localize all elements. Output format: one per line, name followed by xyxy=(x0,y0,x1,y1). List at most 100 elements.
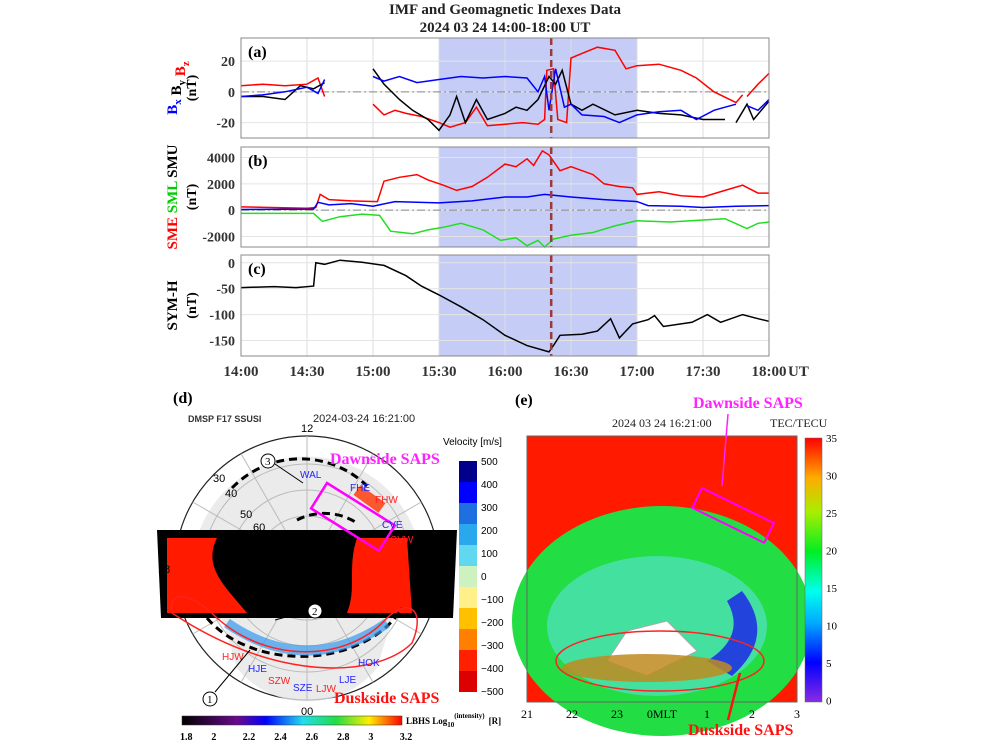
y-tick-label: 4000 xyxy=(207,152,235,167)
velocity-colorbar-tick: 0 xyxy=(481,572,487,583)
mlt-label: 18 xyxy=(158,564,170,576)
radar-station-label: HOK xyxy=(358,658,380,669)
tec-x-tick: 1 xyxy=(704,707,710,721)
mlt-label: 00 xyxy=(301,706,313,718)
mlt-label: 12 xyxy=(301,423,313,435)
dawnside-arrow xyxy=(721,413,729,487)
radar-station-label: WAL xyxy=(300,470,322,481)
series-line-smu xyxy=(240,193,770,211)
panel-label: (b) xyxy=(248,153,268,170)
tec-frame xyxy=(526,435,798,703)
panel-e-tec-map: (e) 2024 03 24 16:21:00 TEC/TECU 21 22 23 0… xyxy=(512,392,838,739)
tec-colorbar-tick: 10 xyxy=(826,621,838,633)
dawnside-saps-annotation: Dawnside SAPS xyxy=(693,395,803,412)
radar-station-label: LJE xyxy=(339,675,357,686)
intensity-colorbar-tick: 3 xyxy=(368,732,373,743)
numbered-marker-label: 1 xyxy=(207,694,213,706)
intensity-colorbar-tick: 1.8 xyxy=(180,732,193,743)
y-axis-label: SYM-H xyxy=(165,280,181,330)
y-tick-label: 0 xyxy=(228,86,235,101)
highlight-interval xyxy=(439,255,637,356)
numbered-marker-label: 3 xyxy=(265,456,271,468)
x-tick-label: 17:00 xyxy=(620,364,655,380)
velocity-colorbar-segment xyxy=(459,524,477,545)
y-axis-unit: (nT) xyxy=(185,183,200,210)
velocity-colorbar-tick: 300 xyxy=(481,503,498,514)
velocity-colorbar-tick: 100 xyxy=(481,549,498,560)
velocity-colorbar-tick: 500 xyxy=(481,457,498,468)
latitude-label: 60 xyxy=(253,522,265,534)
panel-c: 0 -50 -100 -150 (c) SYM-H (nT) xyxy=(165,254,770,357)
aurora-emission-dusk xyxy=(167,538,247,613)
tec-x-tick: 3 xyxy=(794,707,800,721)
tec-x-tick: 2 xyxy=(749,707,755,721)
intensity-colorbar-tick: 2.4 xyxy=(274,732,287,743)
x-tick-label: 14:30 xyxy=(290,364,325,380)
duskside-saps-annotation: Duskside SAPS xyxy=(334,690,439,707)
numbered-marker-label: 2 xyxy=(312,606,318,618)
dawnside-saps-box xyxy=(691,486,776,545)
y-tick-label: 0 xyxy=(228,204,235,219)
arrow-1 xyxy=(214,649,251,693)
y-axis-unit: (nT) xyxy=(185,292,200,319)
highlight-interval xyxy=(439,38,637,138)
x-tick-label: 15:00 xyxy=(356,364,391,380)
panel-label-e: (e) xyxy=(515,392,533,409)
plot-frame xyxy=(240,254,770,357)
intensity-colorbar xyxy=(181,715,403,726)
velocity-colorbar-tick: −100 xyxy=(481,595,504,606)
radar-station-label: FHE xyxy=(350,483,370,494)
numbered-marker xyxy=(260,453,276,469)
figure-title: IMF and Geomagnetic Indexes Data xyxy=(389,2,621,18)
duskside-saps-annotation: Duskside SAPS xyxy=(688,722,793,739)
tec-x-tick: 22 xyxy=(566,707,578,721)
panel-d-polar-map: (d) DMSP F17 SSUSI 2024-03-24 16:21:00 1… xyxy=(157,390,504,743)
figure-subtitle: 2024 03 24 14:00-18:00 UT xyxy=(420,20,591,36)
y-tick-label: -50 xyxy=(216,283,235,298)
velocity-colorbar-segment xyxy=(459,608,477,629)
radar-station-label: FHW xyxy=(375,495,398,506)
y-axis-unit: (nT) xyxy=(185,74,200,101)
radar-station-label: CVW xyxy=(390,535,414,546)
velocity-colorbar-segment xyxy=(459,545,477,566)
mlt-label: 06 xyxy=(442,564,454,576)
tec-colorbar-tick: 5 xyxy=(826,658,832,670)
velocity-colorbar-segment xyxy=(459,566,477,587)
duskside-saps-outline xyxy=(170,596,418,669)
panel-label-d: (d) xyxy=(173,390,193,407)
instrument-label: DMSP F17 SSUSI xyxy=(188,414,261,424)
y-tick-label: 0 xyxy=(228,257,235,272)
boundary-dashed-night xyxy=(205,607,404,658)
x-tick-label: 14:00 xyxy=(224,364,259,380)
x-tick-label: 16:00 xyxy=(488,364,523,380)
series-line xyxy=(241,68,770,132)
y-tick-label: -150 xyxy=(209,334,235,349)
velocity-colorbar-segment xyxy=(459,482,477,503)
arrow-3 xyxy=(274,463,304,484)
tec-colorbar-tick: 25 xyxy=(826,508,838,520)
intensity-colorbar-label: LBHS Log10(intensity) [R] xyxy=(406,712,501,729)
velocity-colorbar-segment xyxy=(459,671,477,692)
numbered-marker xyxy=(202,691,218,707)
series-line-sme xyxy=(240,149,769,209)
intensity-colorbar-tick: 3.2 xyxy=(400,732,413,743)
intensity-colorbar-tick: 2 xyxy=(211,732,216,743)
tec-x-tick: 23 xyxy=(611,707,623,721)
velocity-vectors-dawn xyxy=(353,485,386,513)
series-line-sml xyxy=(241,212,770,249)
velocity-colorbar-segment xyxy=(459,629,477,650)
velocity-colorbar-tick: −400 xyxy=(481,664,504,675)
series-line xyxy=(240,68,770,124)
latitude-label: 70 xyxy=(269,538,281,550)
velocity-colorbar-tick: −500 xyxy=(481,687,504,698)
timestamp-e: 2024 03 24 16:21:00 xyxy=(612,416,712,430)
radar-station-label: CVE xyxy=(382,520,403,531)
tec-colorbar-tick: 35 xyxy=(826,433,838,445)
dawnside-saps-annotation: Dawnside SAPS xyxy=(330,451,440,468)
panel-label: (a) xyxy=(248,44,267,61)
velocity-colorbar-segment xyxy=(459,650,477,671)
tec-colorbar-label: TEC/TECU xyxy=(770,416,828,430)
aurora-emission-dawn xyxy=(347,538,412,613)
